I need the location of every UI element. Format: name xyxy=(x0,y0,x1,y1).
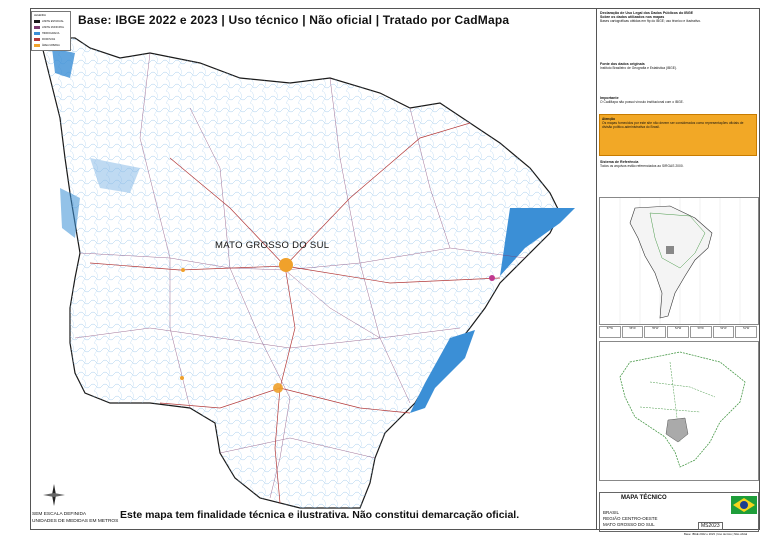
coord-label: 57°W xyxy=(599,326,621,338)
coord-label: 52°W xyxy=(712,326,735,338)
brazil-inset xyxy=(599,341,759,481)
section-subtitle: Sobre os dados utilizados nos mapas xyxy=(600,15,665,20)
title-block-country: BRASIL xyxy=(603,510,620,515)
info-panel xyxy=(596,8,761,530)
section-text: Bases cartográficas obtidas em ftp do IB… xyxy=(600,19,701,24)
coord-label: 55°W xyxy=(644,326,667,338)
units-text: UNIDADES DE MEDIDAS EM METROS xyxy=(32,519,119,524)
section-text: Todos os arquivos estão referenciados ao… xyxy=(600,164,684,169)
coordinate-strip: 57°W 56°W 55°W 54°W 53°W 52°W 51°W xyxy=(599,326,758,338)
map-legend: LEGENDA LIMITE ESTADUAL LIMITE MUNICIPAL… xyxy=(31,11,71,51)
coord-label: 53°W xyxy=(689,326,712,338)
legend-item: LIMITE MUNICIPAL xyxy=(32,24,70,30)
south-america-inset xyxy=(599,197,759,325)
legend-title: LEGENDA xyxy=(34,13,46,17)
legend-item: RODOVIAS xyxy=(32,36,70,42)
north-arrow-icon xyxy=(42,483,66,512)
section-text: Instituto Brasileiro de Geografia e Esta… xyxy=(600,66,677,71)
section-title: Declaração de Uso Legal dos Dados Públic… xyxy=(600,11,694,15)
section-important: Importante O CadMapa não possui vínculo … xyxy=(600,96,756,104)
legend-item: HIDROGRAFIA xyxy=(32,30,70,36)
section-source: Fonte dos dados originais Instituto Bras… xyxy=(600,62,756,70)
disclaimer-text: Este mapa tem finalidade técnica e ilust… xyxy=(120,509,520,521)
footnote: Base: IBGE 2022 e 2023 | Uso técnico | N… xyxy=(684,532,748,536)
section-legal: Declaração de Uso Legal dos Dados Públic… xyxy=(600,11,756,24)
coord-label: 51°W xyxy=(735,326,758,338)
campo-grande-urban xyxy=(279,258,293,272)
warning-text: Os mapas fornecidos por este site não de… xyxy=(602,121,744,130)
coord-label: 54°W xyxy=(667,326,689,338)
state-map-svg xyxy=(39,37,575,509)
map-title: Base: IBGE 2022 e 2023 | Uso técnico | N… xyxy=(78,13,510,27)
legend-item: ÁREA URBANA xyxy=(32,42,70,48)
section-title: Importante xyxy=(600,96,619,100)
section-reference: Sistema de Referência Todos os arquivos … xyxy=(600,160,756,168)
title-block-code: MS2023 xyxy=(698,522,723,530)
section-title: Sistema de Referência xyxy=(600,160,639,164)
title-block-state: MATO GROSSO DO SUL xyxy=(603,522,655,527)
state-label: MATO GROSSO DO SUL xyxy=(215,240,330,251)
section-title: Fonte dos dados originais xyxy=(600,62,645,66)
brazil-flag-icon xyxy=(731,496,757,514)
map-frame xyxy=(30,8,760,530)
title-block xyxy=(599,492,759,532)
coord-label: 56°W xyxy=(621,326,644,338)
warning-title: Atenção xyxy=(602,117,616,121)
title-block-region: REGIÃO CENTRO-OESTE xyxy=(603,516,658,521)
scale-text: SEM ESCALA DEFINIDA xyxy=(32,512,87,517)
dourados-urban xyxy=(273,383,283,393)
section-text: O CadMapa não possui vínculo institucion… xyxy=(600,100,684,105)
title-block-heading: MAPA TÉCNICO xyxy=(621,495,667,501)
map-canvas[interactable] xyxy=(30,8,595,530)
legend-item: LIMITE ESTADUAL xyxy=(32,18,70,24)
warning-box: Atenção Os mapas fornecidos por este sit… xyxy=(599,114,757,156)
